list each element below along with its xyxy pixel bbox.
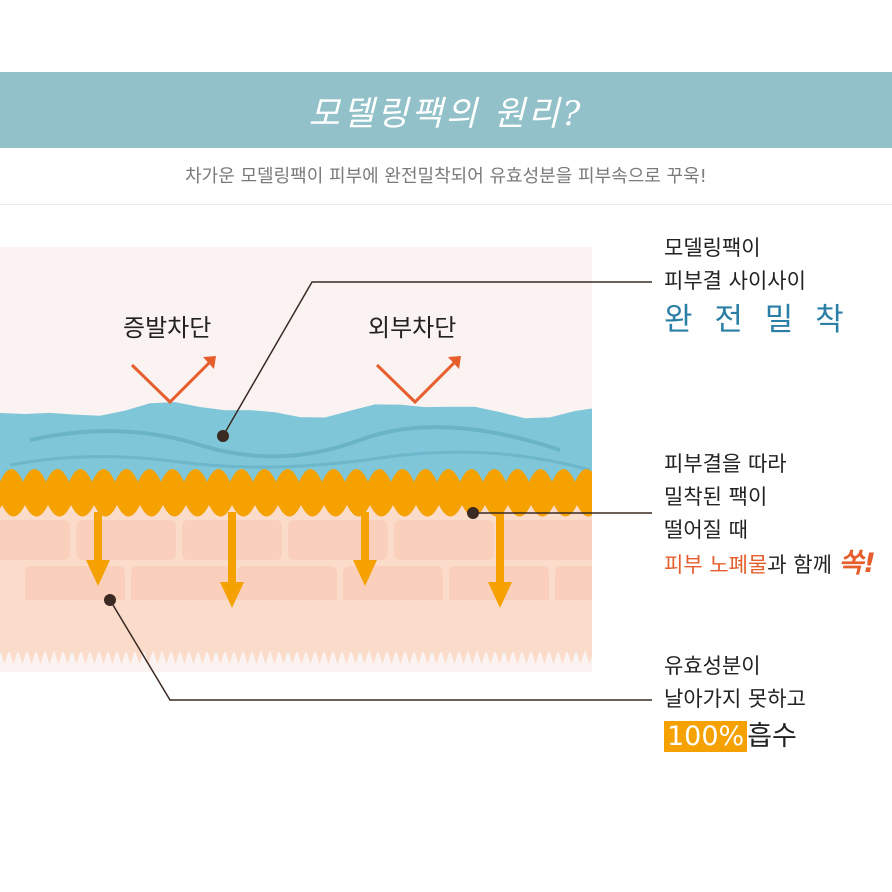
absorption-arrow-shaft	[94, 512, 102, 560]
callout-middle-line3: 떨어질 때	[664, 518, 748, 542]
callout-middle-tail: 과 함께	[767, 553, 839, 577]
callout-bottom-line3: 100% 흡수	[664, 720, 806, 755]
callout-middle-line2: 밀착된 팩이	[664, 485, 768, 509]
callout-top-highlight: 완 전 밀 착	[664, 298, 850, 342]
skin-cell	[0, 520, 70, 560]
absorption-arrow-shaft	[496, 512, 504, 582]
callout-middle-line4: 피부 노폐물과 함께 쏙!	[664, 547, 876, 582]
callout-bottom-line1: 유효성분이	[664, 654, 761, 678]
callout-bottom-tail: 흡수	[747, 721, 797, 752]
absorption-arrow-head	[353, 560, 377, 586]
evaporation-arrow	[130, 356, 216, 405]
marker-bottom	[104, 594, 116, 606]
callout-top-line1: 모델링팩이	[664, 236, 761, 260]
skin-cell	[555, 566, 592, 606]
skin-cell	[131, 566, 231, 606]
absorption-arrow-head	[220, 582, 244, 608]
page-title: 모델링팩의 원리?	[308, 93, 584, 134]
callout-middle: 피부결을 따라 밀착된 팩이 떨어질 때 피부 노폐물과 함께 쏙!	[664, 448, 876, 582]
pack-texture-line	[29, 425, 561, 459]
callout-bottom-line2: 날아가지 못하고	[664, 687, 806, 711]
marker-middle	[467, 507, 479, 519]
external-arrow	[375, 356, 461, 405]
skin-cell	[76, 520, 176, 560]
skin-cell	[237, 566, 337, 606]
callout-bottom: 유효성분이 날아가지 못하고 100% 흡수	[664, 650, 806, 755]
skin-fringe	[0, 600, 592, 664]
callout-top: 모델링팩이 피부결 사이사이 완 전 밀 착	[664, 232, 850, 342]
leader-lines	[109, 281, 652, 701]
callout-top-highlight-text: 완 전 밀 착	[664, 302, 850, 338]
skin-cell	[394, 520, 494, 560]
skin-cell	[500, 520, 592, 560]
adhesion-layer	[0, 469, 592, 517]
label-evaporation-block: 증발차단	[123, 314, 211, 342]
absorption-arrow-head	[488, 582, 512, 608]
title-banner: 모델링팩의 원리?	[0, 72, 892, 148]
page-subtitle: 차가운 모델링팩이 피부에 완전밀착되어 유효성분을 피부속으로 꾸욱!	[185, 166, 707, 187]
skin-cell	[586, 612, 592, 652]
leader-top	[222, 281, 652, 437]
absorption-arrows	[86, 512, 512, 608]
callout-middle-line1: 피부결을 따라	[664, 452, 787, 476]
skin-cell	[288, 520, 388, 560]
leader-bottom	[109, 599, 652, 701]
divider	[0, 204, 892, 205]
callout-bottom-percent: 100%	[664, 721, 748, 752]
marker-top	[217, 430, 229, 442]
callout-middle-exclaim: 쏙!	[838, 548, 876, 579]
callout-middle-highlight: 피부 노폐물	[664, 553, 768, 577]
absorption-arrow-shaft	[361, 512, 369, 560]
pack-texture-line-2	[9, 450, 591, 472]
absorption-arrow-shaft	[228, 512, 236, 582]
callout-top-line2: 피부결 사이사이	[664, 269, 806, 293]
absorption-arrow-head	[86, 560, 110, 586]
label-external-block: 외부차단	[368, 314, 456, 342]
